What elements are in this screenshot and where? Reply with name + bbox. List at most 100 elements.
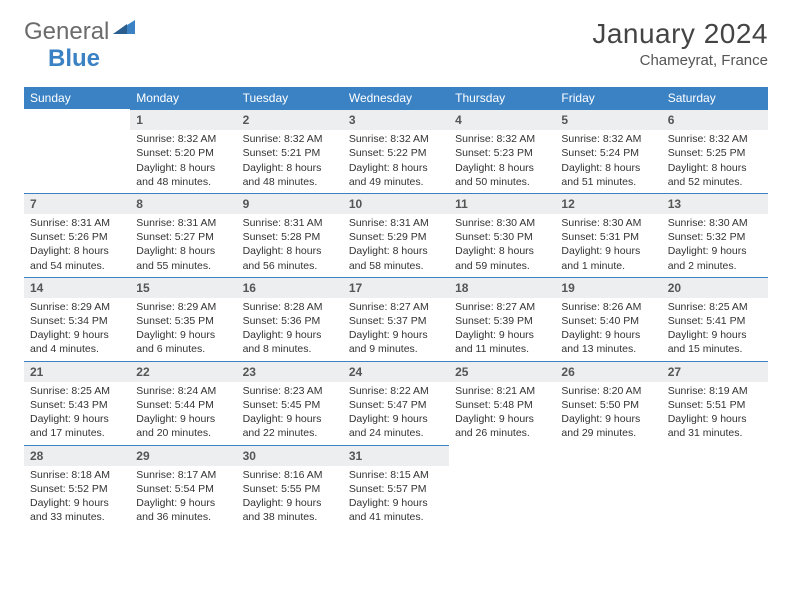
day-body: Sunrise: 8:25 AMSunset: 5:43 PMDaylight:… bbox=[24, 382, 130, 445]
calendar-cell: 1Sunrise: 8:32 AMSunset: 5:20 PMDaylight… bbox=[130, 109, 236, 193]
day-number: 18 bbox=[449, 277, 555, 298]
sunrise-line: Sunrise: 8:32 AM bbox=[668, 132, 762, 146]
day-body: Sunrise: 8:24 AMSunset: 5:44 PMDaylight:… bbox=[130, 382, 236, 445]
sunrise-line: Sunrise: 8:25 AM bbox=[668, 300, 762, 314]
sunrise-line: Sunrise: 8:18 AM bbox=[30, 468, 124, 482]
sunrise-line: Sunrise: 8:27 AM bbox=[455, 300, 549, 314]
day-body: Sunrise: 8:21 AMSunset: 5:48 PMDaylight:… bbox=[449, 382, 555, 445]
sunrise-line: Sunrise: 8:24 AM bbox=[136, 384, 230, 398]
sunset-line: Sunset: 5:21 PM bbox=[243, 146, 337, 160]
daylight-line: Daylight: 8 hours and 58 minutes. bbox=[349, 244, 443, 272]
sunrise-line: Sunrise: 8:31 AM bbox=[136, 216, 230, 230]
sunrise-line: Sunrise: 8:28 AM bbox=[243, 300, 337, 314]
day-number: 24 bbox=[343, 361, 449, 382]
daylight-line: Daylight: 8 hours and 54 minutes. bbox=[30, 244, 124, 272]
daylight-line: Daylight: 8 hours and 49 minutes. bbox=[349, 161, 443, 189]
day-number: 16 bbox=[237, 277, 343, 298]
daylight-line: Daylight: 9 hours and 2 minutes. bbox=[668, 244, 762, 272]
calendar-table: SundayMondayTuesdayWednesdayThursdayFrid… bbox=[24, 87, 768, 528]
day-number: 28 bbox=[24, 445, 130, 466]
weekday-header-row: SundayMondayTuesdayWednesdayThursdayFrid… bbox=[24, 87, 768, 109]
day-body: Sunrise: 8:32 AMSunset: 5:20 PMDaylight:… bbox=[130, 130, 236, 193]
sunset-line: Sunset: 5:20 PM bbox=[136, 146, 230, 160]
calendar-cell: 10Sunrise: 8:31 AMSunset: 5:29 PMDayligh… bbox=[343, 193, 449, 277]
sunset-line: Sunset: 5:40 PM bbox=[561, 314, 655, 328]
sunrise-line: Sunrise: 8:25 AM bbox=[30, 384, 124, 398]
day-body: Sunrise: 8:18 AMSunset: 5:52 PMDaylight:… bbox=[24, 466, 130, 529]
sunrise-line: Sunrise: 8:22 AM bbox=[349, 384, 443, 398]
calendar-cell: 29Sunrise: 8:17 AMSunset: 5:54 PMDayligh… bbox=[130, 445, 236, 529]
day-body: Sunrise: 8:31 AMSunset: 5:28 PMDaylight:… bbox=[237, 214, 343, 277]
daylight-line: Daylight: 9 hours and 11 minutes. bbox=[455, 328, 549, 356]
title-block: January 2024 Chameyrat, France bbox=[592, 18, 768, 69]
day-body: Sunrise: 8:31 AMSunset: 5:29 PMDaylight:… bbox=[343, 214, 449, 277]
logo-text-2: Blue bbox=[48, 45, 100, 73]
daylight-line: Daylight: 9 hours and 33 minutes. bbox=[30, 496, 124, 524]
sunset-line: Sunset: 5:24 PM bbox=[561, 146, 655, 160]
day-number: 21 bbox=[24, 361, 130, 382]
calendar-cell: 7Sunrise: 8:31 AMSunset: 5:26 PMDaylight… bbox=[24, 193, 130, 277]
sunset-line: Sunset: 5:22 PM bbox=[349, 146, 443, 160]
day-body: Sunrise: 8:32 AMSunset: 5:25 PMDaylight:… bbox=[662, 130, 768, 193]
sunset-line: Sunset: 5:23 PM bbox=[455, 146, 549, 160]
sunset-line: Sunset: 5:55 PM bbox=[243, 482, 337, 496]
daylight-line: Daylight: 9 hours and 9 minutes. bbox=[349, 328, 443, 356]
daylight-line: Daylight: 9 hours and 29 minutes. bbox=[561, 412, 655, 440]
day-body: Sunrise: 8:32 AMSunset: 5:24 PMDaylight:… bbox=[555, 130, 661, 193]
day-body: Sunrise: 8:15 AMSunset: 5:57 PMDaylight:… bbox=[343, 466, 449, 529]
sunset-line: Sunset: 5:35 PM bbox=[136, 314, 230, 328]
sunrise-line: Sunrise: 8:31 AM bbox=[243, 216, 337, 230]
calendar-cell: 31Sunrise: 8:15 AMSunset: 5:57 PMDayligh… bbox=[343, 445, 449, 529]
day-number: 3 bbox=[343, 109, 449, 130]
daylight-line: Daylight: 9 hours and 17 minutes. bbox=[30, 412, 124, 440]
calendar-cell: 6Sunrise: 8:32 AMSunset: 5:25 PMDaylight… bbox=[662, 109, 768, 193]
calendar-cell: 15Sunrise: 8:29 AMSunset: 5:35 PMDayligh… bbox=[130, 277, 236, 361]
day-body: Sunrise: 8:26 AMSunset: 5:40 PMDaylight:… bbox=[555, 298, 661, 361]
day-number: 26 bbox=[555, 361, 661, 382]
calendar-cell: 20Sunrise: 8:25 AMSunset: 5:41 PMDayligh… bbox=[662, 277, 768, 361]
day-number: 12 bbox=[555, 193, 661, 214]
day-number: 22 bbox=[130, 361, 236, 382]
sunset-line: Sunset: 5:32 PM bbox=[668, 230, 762, 244]
day-body: Sunrise: 8:30 AMSunset: 5:30 PMDaylight:… bbox=[449, 214, 555, 277]
day-body: Sunrise: 8:32 AMSunset: 5:22 PMDaylight:… bbox=[343, 130, 449, 193]
calendar-cell: 17Sunrise: 8:27 AMSunset: 5:37 PMDayligh… bbox=[343, 277, 449, 361]
sunset-line: Sunset: 5:37 PM bbox=[349, 314, 443, 328]
calendar-cell: 28Sunrise: 8:18 AMSunset: 5:52 PMDayligh… bbox=[24, 445, 130, 529]
day-body: Sunrise: 8:27 AMSunset: 5:39 PMDaylight:… bbox=[449, 298, 555, 361]
calendar-cell: 2Sunrise: 8:32 AMSunset: 5:21 PMDaylight… bbox=[237, 109, 343, 193]
day-number: 14 bbox=[24, 277, 130, 298]
day-body: Sunrise: 8:31 AMSunset: 5:27 PMDaylight:… bbox=[130, 214, 236, 277]
calendar-cell: 25Sunrise: 8:21 AMSunset: 5:48 PMDayligh… bbox=[449, 361, 555, 445]
calendar-cell: . bbox=[24, 109, 130, 193]
calendar-cell: 24Sunrise: 8:22 AMSunset: 5:47 PMDayligh… bbox=[343, 361, 449, 445]
daylight-line: Daylight: 8 hours and 48 minutes. bbox=[136, 161, 230, 189]
sunset-line: Sunset: 5:31 PM bbox=[561, 230, 655, 244]
sunset-line: Sunset: 5:34 PM bbox=[30, 314, 124, 328]
day-body: Sunrise: 8:29 AMSunset: 5:35 PMDaylight:… bbox=[130, 298, 236, 361]
day-body: Sunrise: 8:30 AMSunset: 5:31 PMDaylight:… bbox=[555, 214, 661, 277]
day-number: 8 bbox=[130, 193, 236, 214]
sunset-line: Sunset: 5:41 PM bbox=[668, 314, 762, 328]
calendar-cell: 9Sunrise: 8:31 AMSunset: 5:28 PMDaylight… bbox=[237, 193, 343, 277]
sunrise-line: Sunrise: 8:19 AM bbox=[668, 384, 762, 398]
calendar-row: 21Sunrise: 8:25 AMSunset: 5:43 PMDayligh… bbox=[24, 361, 768, 445]
day-body: Sunrise: 8:27 AMSunset: 5:37 PMDaylight:… bbox=[343, 298, 449, 361]
sunset-line: Sunset: 5:47 PM bbox=[349, 398, 443, 412]
daylight-line: Daylight: 9 hours and 36 minutes. bbox=[136, 496, 230, 524]
logo-triangle-icon bbox=[113, 18, 135, 36]
sunrise-line: Sunrise: 8:32 AM bbox=[561, 132, 655, 146]
day-number: 11 bbox=[449, 193, 555, 214]
sunset-line: Sunset: 5:30 PM bbox=[455, 230, 549, 244]
calendar-cell: 4Sunrise: 8:32 AMSunset: 5:23 PMDaylight… bbox=[449, 109, 555, 193]
sunrise-line: Sunrise: 8:27 AM bbox=[349, 300, 443, 314]
day-number: 1 bbox=[130, 109, 236, 130]
daylight-line: Daylight: 9 hours and 8 minutes. bbox=[243, 328, 337, 356]
day-body: Sunrise: 8:16 AMSunset: 5:55 PMDaylight:… bbox=[237, 466, 343, 529]
daylight-line: Daylight: 9 hours and 6 minutes. bbox=[136, 328, 230, 356]
day-number: 5 bbox=[555, 109, 661, 130]
calendar-row: .1Sunrise: 8:32 AMSunset: 5:20 PMDayligh… bbox=[24, 109, 768, 193]
weekday-header: Sunday bbox=[24, 87, 130, 109]
sunrise-line: Sunrise: 8:31 AM bbox=[30, 216, 124, 230]
location-label: Chameyrat, France bbox=[592, 52, 768, 69]
